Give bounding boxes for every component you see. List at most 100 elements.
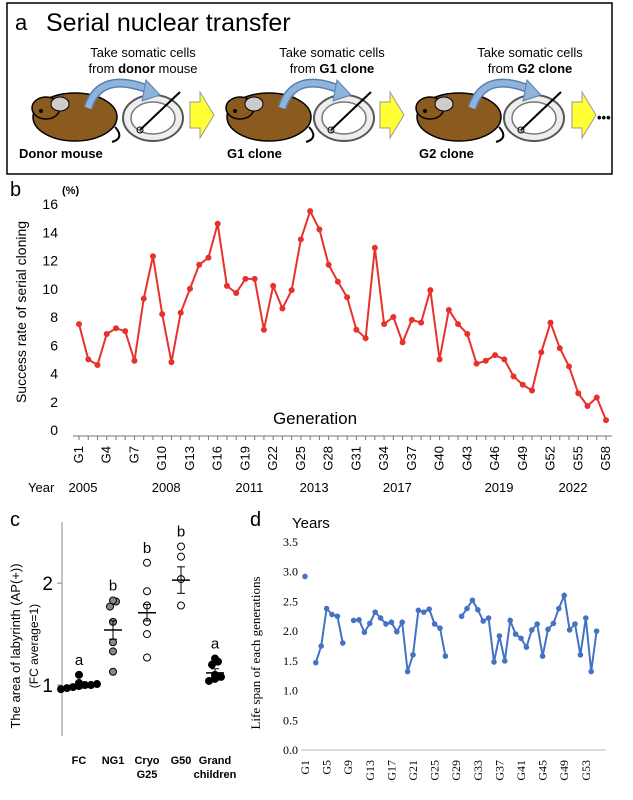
- data-point: [482, 357, 489, 364]
- x-tick-label: G53: [579, 760, 593, 781]
- data-point: [399, 339, 406, 346]
- transfer-arrow: [279, 80, 343, 110]
- group-label: NG1: [102, 755, 125, 767]
- data-point: [394, 628, 400, 635]
- data-point: [377, 615, 384, 621]
- significance-letter: b: [109, 577, 117, 594]
- data-point: [491, 659, 497, 665]
- data-point: [556, 345, 563, 352]
- data-point: [436, 356, 443, 363]
- x-tick-label: G49: [515, 446, 530, 471]
- data-point: [480, 618, 486, 624]
- y-tick-label: 3.0: [283, 565, 298, 579]
- data-point: [556, 605, 562, 612]
- significance-letter: a: [211, 636, 220, 653]
- y-tick-label: 0.5: [283, 713, 298, 727]
- year-tick-label: 2011: [235, 480, 263, 495]
- y-tick-label: 1.0: [283, 684, 298, 698]
- x-tick-label: G49: [557, 760, 571, 781]
- y-tick-label: 2.5: [283, 594, 298, 608]
- x-tick-label: G13: [363, 760, 377, 781]
- step-text-line1: Take somatic cells: [477, 45, 583, 60]
- data-point: [550, 620, 557, 627]
- x-tick-label: G45: [536, 760, 550, 781]
- lifespan-series-line: [353, 607, 447, 672]
- data-point: [421, 609, 427, 615]
- data-point: [260, 326, 267, 333]
- data-point: [518, 635, 524, 642]
- step-subject: Donor mouse: [19, 146, 103, 161]
- data-point: [196, 261, 203, 268]
- x-tick-label: G13: [182, 446, 197, 471]
- step-text-line1: Take somatic cells: [279, 45, 385, 60]
- year-tick-label: 2022: [559, 480, 588, 495]
- panel-d-y-label: Life span of each generations: [248, 576, 263, 729]
- data-point: [415, 607, 422, 614]
- data-point: [603, 417, 609, 424]
- data-point: [390, 314, 397, 320]
- data-point: [426, 606, 432, 612]
- group-label: G50: [171, 755, 192, 767]
- data-point: [361, 629, 368, 636]
- mouse-icon: [225, 92, 315, 143]
- data-point: [575, 390, 582, 397]
- data-point: [547, 319, 554, 326]
- x-tick-label: G16: [210, 446, 225, 471]
- data-point: [572, 621, 578, 627]
- data-point: [371, 244, 378, 251]
- data-point: [270, 282, 277, 289]
- data-point: [279, 305, 286, 312]
- data-point: [297, 236, 304, 243]
- data-point: [427, 287, 434, 294]
- data-point: [214, 220, 221, 227]
- data-point: [313, 659, 319, 666]
- data-point: [529, 627, 535, 633]
- next-arrow-icon: [189, 90, 215, 140]
- data-point: [109, 647, 117, 656]
- panel-b-x-label: Generation: [273, 409, 357, 428]
- data-point: [529, 387, 536, 394]
- data-point: [367, 620, 373, 627]
- data-point: [177, 542, 185, 551]
- data-point: [566, 627, 573, 633]
- data-point: [455, 321, 462, 328]
- data-point: [353, 326, 360, 333]
- data-point: [593, 394, 600, 401]
- data-point: [344, 294, 351, 301]
- x-tick-label: G25: [293, 446, 308, 471]
- data-point: [410, 652, 416, 658]
- data-point: [523, 644, 530, 650]
- x-tick-label: G46: [487, 446, 502, 471]
- data-point: [381, 321, 388, 328]
- data-point: [177, 552, 185, 561]
- data-point: [350, 617, 357, 624]
- x-tick-label: G40: [432, 446, 447, 471]
- data-point: [593, 628, 600, 634]
- x-tick-label: G37: [404, 446, 419, 471]
- data-point: [177, 309, 184, 316]
- data-point: [75, 670, 83, 679]
- data-point: [431, 621, 438, 627]
- y-tick-label: 1: [42, 676, 53, 697]
- data-point: [109, 638, 117, 647]
- data-point: [307, 208, 314, 215]
- y-tick-label: 2: [42, 574, 53, 595]
- data-point: [94, 362, 101, 369]
- panel-c-letter: c: [10, 509, 20, 531]
- year-tick-label: 2008: [152, 480, 181, 495]
- mouse-icon: [415, 92, 505, 143]
- data-point: [437, 625, 443, 631]
- step-g1: Take somatic cells from G1 clone G1 clon…: [225, 45, 405, 161]
- petri-dish-icon: [313, 91, 375, 142]
- data-point: [458, 613, 465, 620]
- data-point: [475, 606, 481, 613]
- data-point: [584, 402, 591, 409]
- petri-dish-icon: [503, 91, 565, 142]
- group-label: FC: [72, 755, 87, 767]
- data-point: [469, 597, 476, 604]
- data-point: [418, 319, 425, 326]
- x-tick-label: G10: [154, 446, 169, 471]
- panel-c-y-label-2: (FC average=1): [27, 604, 41, 688]
- y-tick-label: 8: [50, 309, 58, 325]
- data-point: [588, 668, 594, 675]
